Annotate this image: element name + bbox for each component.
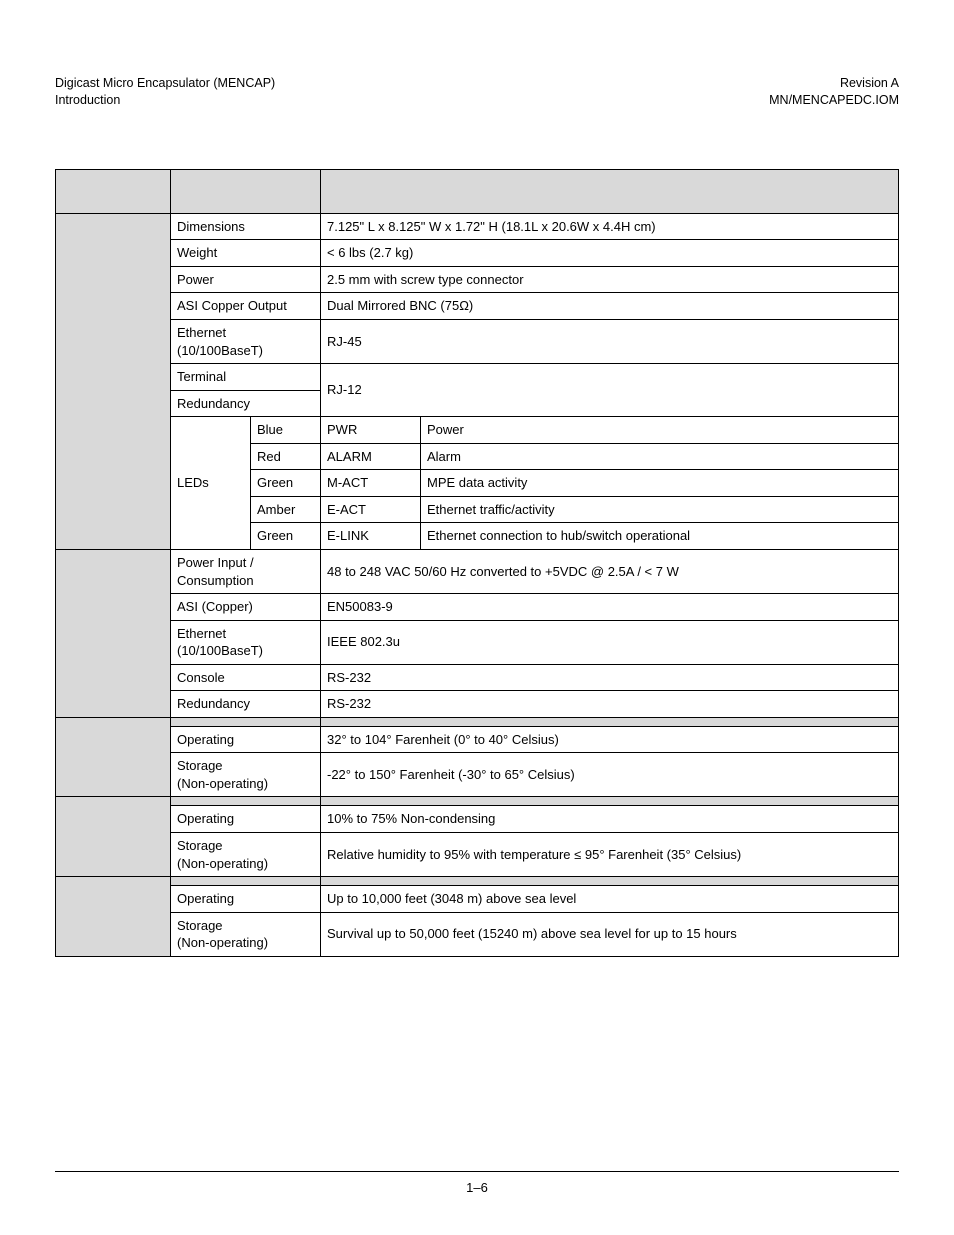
value-header [321, 717, 899, 726]
led-desc: Ethernet connection to hub/switch operat… [421, 523, 899, 550]
led-code: E-LINK [321, 523, 421, 550]
spec-value: -22° to 150° Farenheit (-30° to 65° Cels… [321, 753, 899, 797]
table-row: Storage(Non-operating) Relative humidity… [56, 832, 899, 876]
spec-label: Redundancy [171, 691, 321, 718]
table-row: Redundancy RS-232 [56, 691, 899, 718]
table-row: Operating 10% to 75% Non-condensing [56, 806, 899, 833]
spec-label: Storage(Non-operating) [171, 753, 321, 797]
spec-label: Power Input / Consumption [171, 549, 321, 593]
page-header: Digicast Micro Encapsulator (MENCAP) Int… [55, 75, 899, 109]
led-desc: MPE data activity [421, 470, 899, 497]
table-row: ASI Copper Output Dual Mirrored BNC (75Ω… [56, 293, 899, 320]
spec-value: 32° to 104° Farenheit (0° to 40° Celsius… [321, 726, 899, 753]
table-row: Power 2.5 mm with screw type connector [56, 266, 899, 293]
led-color: Amber [251, 496, 321, 523]
spec-value: Relative humidity to 95% with temperatur… [321, 832, 899, 876]
table-row: Weight < 6 lbs (2.7 kg) [56, 240, 899, 267]
spec-value: 48 to 248 VAC 50/60 Hz converted to +5VD… [321, 549, 899, 593]
led-color: Green [251, 523, 321, 550]
table-row: Operating 32° to 104° Farenheit (0° to 4… [56, 726, 899, 753]
sub-header [171, 717, 321, 726]
table-row: Dimensions 7.125" L x 8.125" W x 1.72" H… [56, 213, 899, 240]
value-header [321, 797, 899, 806]
spec-value: RJ-12 [321, 364, 899, 417]
spec-label: LEDs [171, 417, 251, 550]
spec-label: Operating [171, 726, 321, 753]
led-color: Red [251, 443, 321, 470]
spec-value: Up to 10,000 feet (3048 m) above sea lev… [321, 886, 899, 913]
spec-label: Weight [171, 240, 321, 267]
header-right-line2: MN/MENCAPEDC.IOM [769, 92, 899, 109]
led-code: M-ACT [321, 470, 421, 497]
value-header [321, 877, 899, 886]
spec-value: EN50083-9 [321, 594, 899, 621]
spec-label: Console [171, 664, 321, 691]
spec-value: Survival up to 50,000 feet (15240 m) abo… [321, 912, 899, 956]
table-row: LEDs Blue PWR Power [56, 417, 899, 444]
category-cell [56, 549, 171, 717]
sub-header [171, 169, 321, 213]
spec-value: 10% to 75% Non-condensing [321, 806, 899, 833]
table-row [56, 717, 899, 726]
table-row: Ethernet (10/100BaseT) IEEE 802.3u [56, 620, 899, 664]
table-row [56, 169, 899, 213]
category-header [56, 169, 171, 213]
table-row: Storage(Non-operating) Survival up to 50… [56, 912, 899, 956]
spec-label: Redundancy [171, 390, 321, 417]
table-row [56, 797, 899, 806]
table-row: Terminal RJ-12 [56, 364, 899, 391]
spec-value: 2.5 mm with screw type connector [321, 266, 899, 293]
spec-label: ASI (Copper) [171, 594, 321, 621]
header-left: Digicast Micro Encapsulator (MENCAP) Int… [55, 75, 275, 109]
led-desc: Alarm [421, 443, 899, 470]
table-row: ASI (Copper) EN50083-9 [56, 594, 899, 621]
page-footer: 1–6 [55, 1171, 899, 1195]
value-header [321, 169, 899, 213]
spec-label: Terminal [171, 364, 321, 391]
spec-label: Power [171, 266, 321, 293]
spec-value: 7.125" L x 8.125" W x 1.72" H (18.1L x 2… [321, 213, 899, 240]
spec-value: RJ-45 [321, 320, 899, 364]
header-left-line1: Digicast Micro Encapsulator (MENCAP) [55, 75, 275, 92]
led-code: ALARM [321, 443, 421, 470]
header-right: Revision A MN/MENCAPEDC.IOM [769, 75, 899, 109]
led-desc: Power [421, 417, 899, 444]
spec-value: Dual Mirrored BNC (75Ω) [321, 293, 899, 320]
spec-label: Operating [171, 886, 321, 913]
page-number: 1–6 [466, 1180, 488, 1195]
spec-label: Operating [171, 806, 321, 833]
spec-label: Storage(Non-operating) [171, 832, 321, 876]
spec-label: Ethernet (10/100BaseT) [171, 620, 321, 664]
spec-table: Dimensions 7.125" L x 8.125" W x 1.72" H… [55, 169, 899, 957]
sub-header [171, 877, 321, 886]
spec-value: < 6 lbs (2.7 kg) [321, 240, 899, 267]
led-color: Green [251, 470, 321, 497]
sub-header [171, 797, 321, 806]
led-code: E-ACT [321, 496, 421, 523]
table-row: Power Input / Consumption 48 to 248 VAC … [56, 549, 899, 593]
spec-value: RS-232 [321, 664, 899, 691]
category-cell [56, 797, 171, 877]
header-left-line2: Introduction [55, 92, 275, 109]
spec-value: IEEE 802.3u [321, 620, 899, 664]
table-row: Storage(Non-operating) -22° to 150° Fare… [56, 753, 899, 797]
spec-label: Dimensions [171, 213, 321, 240]
table-row: Operating Up to 10,000 feet (3048 m) abo… [56, 886, 899, 913]
spec-value: RS-232 [321, 691, 899, 718]
header-right-line1: Revision A [769, 75, 899, 92]
led-color: Blue [251, 417, 321, 444]
category-cell [56, 717, 171, 797]
category-cell [56, 877, 171, 957]
table-row [56, 877, 899, 886]
table-row: Ethernet (10/100BaseT) RJ-45 [56, 320, 899, 364]
spec-label: Ethernet (10/100BaseT) [171, 320, 321, 364]
led-code: PWR [321, 417, 421, 444]
spec-label: Storage(Non-operating) [171, 912, 321, 956]
category-cell [56, 213, 171, 549]
spec-label: ASI Copper Output [171, 293, 321, 320]
led-desc: Ethernet traffic/activity [421, 496, 899, 523]
table-row: Console RS-232 [56, 664, 899, 691]
